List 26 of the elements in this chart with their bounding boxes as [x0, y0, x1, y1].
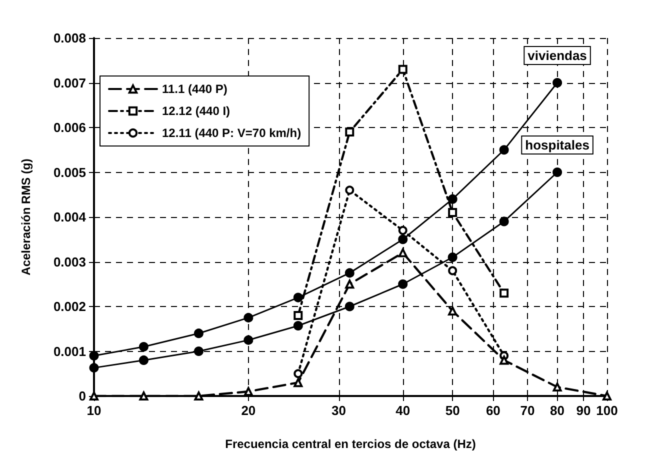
y-axis-title: Aceleración RMS (g) — [19, 158, 33, 276]
x-tick-label: 10 — [86, 403, 102, 418]
y-tick-label: 0.003 — [53, 254, 86, 270]
x-tick-label: 50 — [445, 403, 460, 418]
x-tick-label: 60 — [486, 403, 500, 418]
x-tick-label: 40 — [396, 403, 410, 418]
x-tick-label: 70 — [520, 403, 535, 418]
legend-label: 12.11 (440 P: V=70 km/h) — [162, 126, 302, 140]
legend-label: 11.1 (440 P) — [162, 82, 228, 96]
x-tick-label: 80 — [550, 403, 565, 418]
y-tick-label: 0 — [78, 388, 86, 404]
series-label: hospitales — [525, 138, 590, 152]
x-tick-label: 30 — [332, 403, 346, 418]
x-tick-label: 20 — [241, 403, 256, 418]
x-axis-title: Frecuencia central en tercios de octava (Hz) — [225, 437, 476, 451]
y-tick-label: 0.007 — [53, 75, 86, 90]
y-tick-label: 0.004 — [53, 210, 87, 224]
y-tick-label: 0.001 — [53, 344, 86, 359]
y-tick-label: 0.005 — [53, 164, 86, 180]
x-tick-label: 100 — [596, 403, 618, 418]
y-tick-label: 0.008 — [53, 30, 86, 46]
y-tick-label: 0.006 — [53, 120, 86, 135]
x-tick-label: 90 — [576, 403, 591, 418]
series-label: viviendas — [528, 48, 587, 63]
legend-label: 12.12 (440 I) — [162, 104, 230, 118]
y-tick-label: 0.002 — [53, 299, 86, 314]
